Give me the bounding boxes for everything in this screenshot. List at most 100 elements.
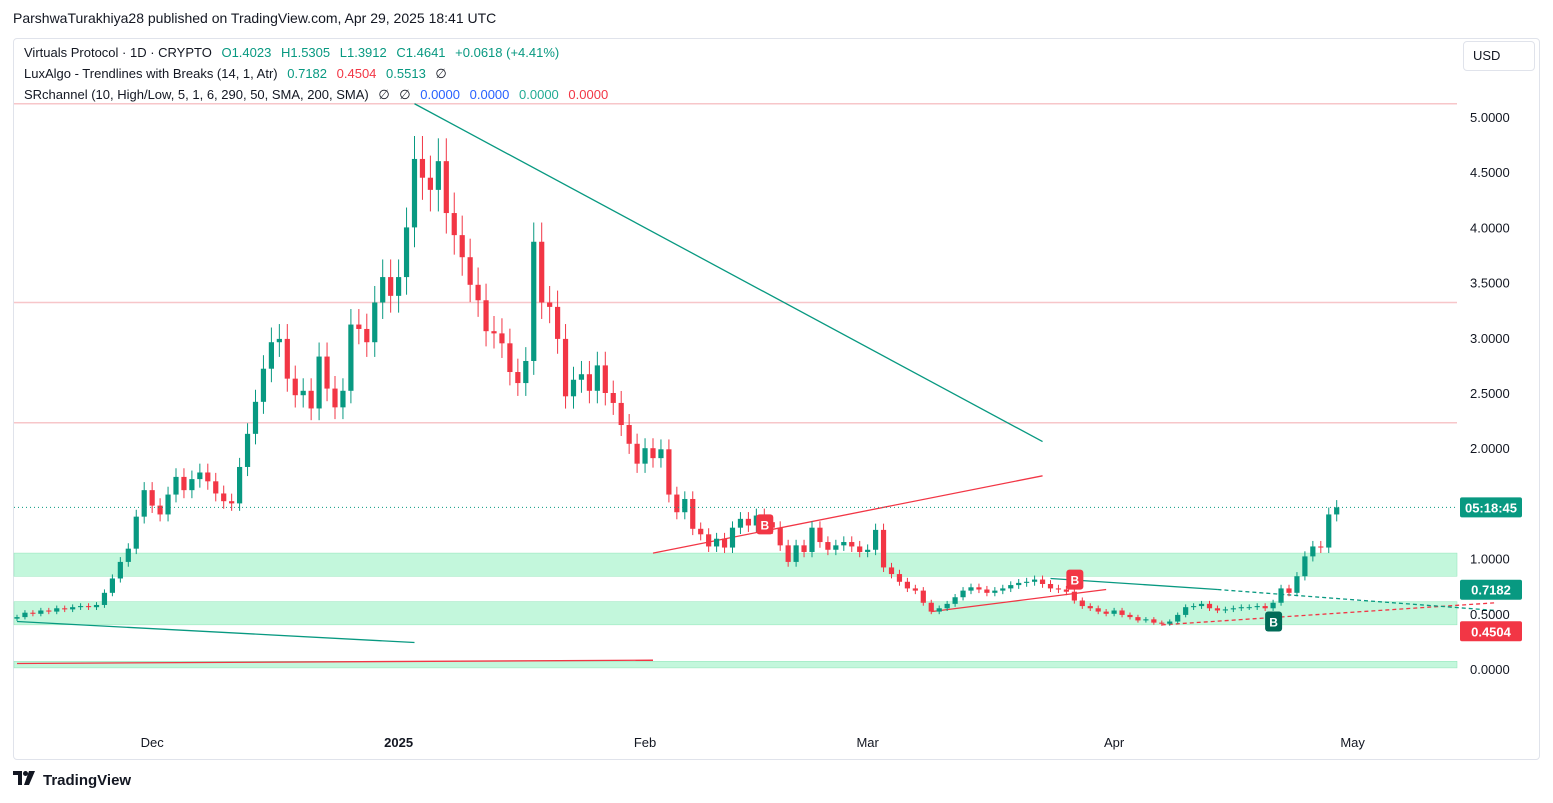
candle-body — [364, 328, 370, 343]
support-zone — [13, 601, 1458, 626]
support-zone — [13, 661, 1458, 669]
legend-srchannel[interactable]: SRchannel (10, High/Low, 5, 1, 6, 290, 5… — [24, 86, 614, 104]
candle-body — [411, 158, 418, 228]
price-label-badge — [1460, 621, 1522, 642]
candle-body — [825, 542, 831, 550]
footer-brand-text: TradingView — [43, 771, 132, 789]
candle-body — [706, 534, 712, 547]
candle-body — [268, 342, 274, 369]
candle-body — [873, 529, 879, 550]
chart-panel[interactable] — [13, 38, 1540, 760]
candle-body — [515, 372, 521, 384]
candle-body — [634, 443, 640, 464]
candle-body — [483, 300, 489, 332]
candle-body — [62, 608, 68, 610]
candle-body — [372, 302, 378, 343]
candle-body — [1047, 583, 1054, 589]
tradingview-logo-icon — [13, 771, 37, 789]
candle-body — [1095, 608, 1101, 612]
candle-body — [714, 538, 720, 547]
trendline-down-extension — [1217, 588, 1496, 612]
candle-body — [221, 493, 227, 502]
candle-body — [1310, 546, 1316, 557]
y-axis-tick-label: 5.0000 — [1470, 110, 1510, 125]
candle-body — [85, 606, 92, 608]
trendline-up — [652, 475, 1043, 554]
candle-body — [117, 561, 123, 579]
candle-body — [14, 617, 20, 619]
candle-body — [745, 518, 751, 526]
candle-body — [1055, 588, 1062, 590]
candle-body — [244, 433, 251, 467]
candle-body — [1103, 611, 1109, 614]
break-label-text: B — [760, 518, 769, 532]
candle-body — [435, 161, 441, 190]
candle-body — [46, 610, 52, 612]
candle-body — [896, 574, 903, 582]
candle-body — [1111, 610, 1117, 614]
candle-body — [491, 331, 497, 334]
candle-body — [849, 542, 855, 547]
footer-brand: TradingView — [13, 771, 131, 789]
luxalgo-value-2: 0.4504 — [336, 66, 377, 81]
candle-body — [260, 368, 267, 402]
price-label-text: 0.7182 — [1471, 583, 1511, 598]
candle-body — [427, 177, 433, 190]
trendline-up — [931, 588, 1107, 613]
candle-body — [1286, 588, 1292, 593]
candle-body — [992, 590, 998, 593]
candle-body — [1183, 607, 1189, 615]
candle-body — [189, 479, 195, 491]
candle-body — [523, 360, 529, 384]
candle-body — [976, 587, 982, 590]
candle-body — [1302, 556, 1308, 577]
candle-body — [443, 161, 449, 214]
candle-body — [30, 612, 36, 614]
candle-body — [539, 241, 545, 303]
legend-luxalgo[interactable]: LuxAlgo - Trendlines with Breaks (14, 1,… — [24, 65, 453, 83]
candle-body — [380, 277, 386, 303]
srchannel-value-4: 0.0000 — [469, 87, 510, 102]
support-zone — [13, 552, 1458, 577]
candle-body — [1175, 614, 1181, 622]
candle-body — [1167, 621, 1173, 624]
candle-body — [698, 528, 704, 535]
candle-body — [650, 448, 656, 459]
candle-body — [284, 338, 290, 379]
candle-body — [276, 338, 282, 343]
candle-body — [570, 379, 577, 397]
srchannel-value-1: ∅ — [378, 87, 390, 102]
publish-info: ParshwaTurakhiya28 published on TradingV… — [13, 10, 497, 26]
candle-body — [1151, 619, 1157, 623]
candle-body — [419, 158, 426, 178]
currency-button[interactable]: USD — [1463, 41, 1535, 71]
candle-body — [1127, 614, 1133, 618]
candle-body — [388, 277, 394, 296]
candle-body — [1087, 606, 1093, 609]
candle-body — [642, 448, 648, 464]
trendline-up — [16, 659, 654, 665]
candle-body — [1032, 579, 1038, 582]
candle-body — [1143, 619, 1149, 621]
candle-body — [1262, 606, 1268, 609]
candle-body — [78, 606, 84, 608]
candle-body — [205, 472, 211, 482]
candle-body — [928, 602, 934, 612]
luxalgo-value-4: ∅ — [435, 66, 447, 81]
candle-body — [396, 277, 402, 296]
candle-body — [920, 590, 926, 603]
candle-body — [666, 449, 672, 495]
candle-body — [1008, 585, 1014, 589]
candle-body — [801, 545, 807, 552]
candle-body — [1071, 591, 1077, 601]
candle-body — [936, 608, 942, 612]
y-axis-tick-label: 4.5000 — [1470, 165, 1510, 180]
candle-body — [618, 402, 624, 426]
candle-body — [149, 490, 155, 506]
candle-body — [809, 527, 815, 552]
candle-body — [173, 476, 179, 495]
x-axis-tick-label: Mar — [856, 735, 879, 750]
candle-body — [316, 356, 322, 409]
candle-body — [1198, 603, 1205, 607]
